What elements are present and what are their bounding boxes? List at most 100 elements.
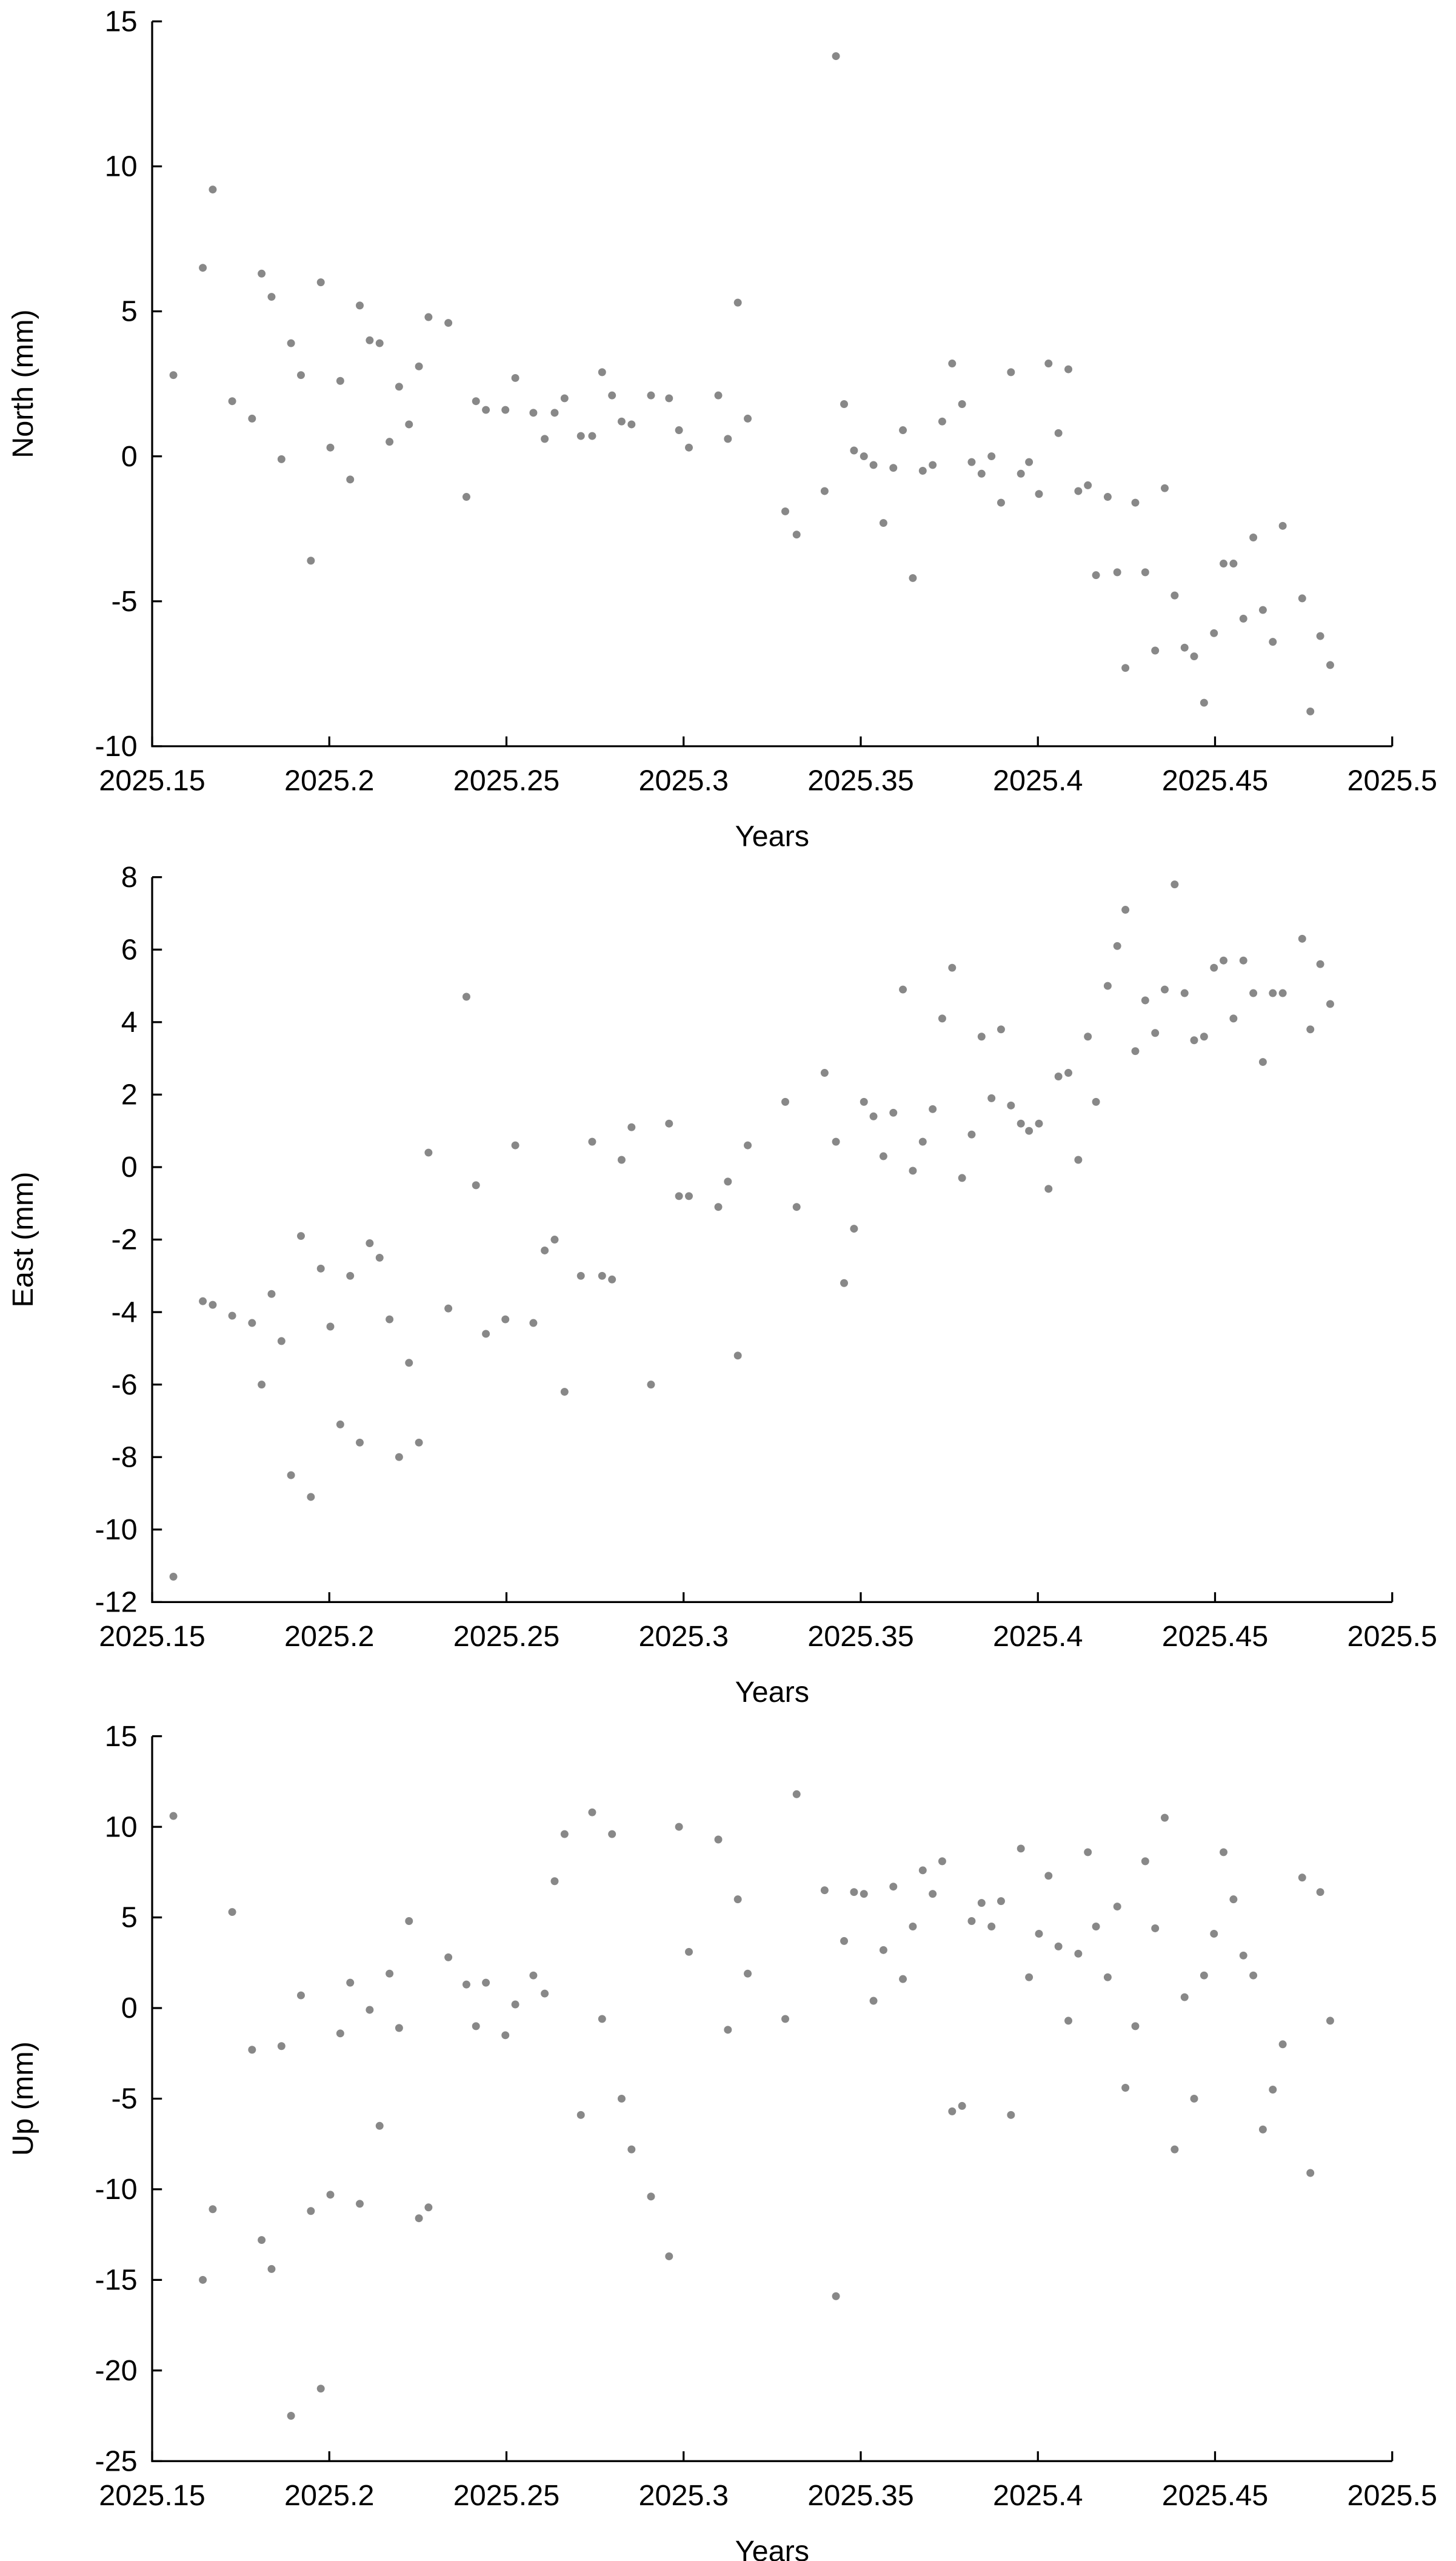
data-point	[860, 1097, 868, 1106]
data-point	[1326, 2017, 1334, 2025]
data-point	[1035, 1929, 1043, 1938]
data-point	[1326, 661, 1334, 669]
y-tick-label: 5	[121, 295, 138, 328]
data-point	[1121, 906, 1130, 914]
data-point	[744, 1141, 752, 1150]
data-point	[929, 461, 937, 469]
data-point	[375, 1253, 384, 1262]
data-point	[1141, 568, 1149, 577]
data-point	[1141, 996, 1149, 1005]
data-point	[617, 1156, 626, 1164]
data-point	[744, 414, 752, 423]
data-point	[576, 432, 585, 440]
data-point	[850, 446, 858, 455]
data-point	[850, 1888, 858, 1896]
data-point	[977, 1033, 986, 1041]
data-point	[1306, 2169, 1315, 2177]
data-point	[462, 1980, 470, 1989]
data-point	[879, 1946, 887, 1954]
data-point	[832, 52, 840, 61]
data-point	[1025, 1127, 1034, 1135]
y-tick-label: -2	[112, 1224, 138, 1256]
data-point	[899, 426, 907, 435]
data-point	[297, 371, 305, 380]
data-point	[840, 1279, 849, 1287]
y-tick-label: -6	[112, 1368, 138, 1401]
data-point	[627, 1123, 636, 1131]
x-tick-label: 2025.45	[1162, 1620, 1269, 1653]
data-point	[1103, 1973, 1112, 1981]
x-tick-label: 2025.35	[807, 2479, 914, 2512]
data-point	[909, 574, 917, 582]
y-tick-label: 0	[121, 1992, 138, 2024]
data-point	[209, 2205, 217, 2214]
data-point	[415, 1438, 423, 1447]
data-point	[1007, 2111, 1015, 2119]
x-tick-label: 2025.35	[807, 765, 914, 797]
data-point	[472, 397, 480, 406]
data-point	[529, 1971, 538, 1980]
x-tick-label: 2025.2	[284, 765, 375, 797]
data-point	[733, 298, 742, 307]
x-tick-label: 2025.15	[99, 765, 205, 797]
data-point	[724, 2026, 732, 2034]
data-point	[482, 1978, 490, 1987]
data-point	[1258, 606, 1267, 614]
data-point	[1269, 2086, 1277, 2094]
data-point	[1210, 629, 1218, 637]
data-point	[647, 1381, 655, 1389]
data-point	[1151, 1029, 1160, 1037]
data-point	[1210, 1929, 1218, 1938]
data-point	[248, 1319, 256, 1327]
data-point	[733, 1895, 742, 1904]
data-point	[1180, 643, 1189, 652]
data-point	[560, 1388, 569, 1396]
y-tick-label: -5	[112, 2083, 138, 2115]
data-point	[287, 1471, 295, 1479]
data-point	[1278, 521, 1287, 530]
data-point	[1239, 614, 1247, 623]
data-point	[541, 1989, 549, 1998]
x-tick-label: 2025.4	[993, 765, 1083, 797]
data-point	[987, 452, 996, 461]
data-point	[228, 397, 236, 406]
data-point	[860, 452, 868, 461]
data-point	[675, 1192, 683, 1200]
y-tick-label: -4	[112, 1296, 138, 1328]
data-point	[1239, 1951, 1247, 1960]
data-point	[1007, 368, 1015, 377]
data-point	[598, 2015, 606, 2023]
data-point	[997, 1025, 1005, 1034]
data-point	[258, 269, 266, 278]
data-point	[840, 1937, 849, 1945]
data-point	[169, 371, 178, 380]
data-point	[665, 2252, 673, 2260]
y-tick-label: 15	[105, 5, 138, 38]
data-point	[1326, 1000, 1334, 1008]
data-point	[267, 2265, 276, 2273]
x-axis-label: Years	[735, 2535, 809, 2561]
data-point	[627, 2145, 636, 2154]
data-point	[462, 993, 470, 1001]
data-point	[424, 1148, 433, 1157]
data-point	[820, 1886, 829, 1895]
y-tick-label: -20	[95, 2354, 138, 2387]
data-point	[608, 391, 616, 400]
data-point	[1084, 481, 1092, 489]
data-point	[336, 1420, 344, 1428]
x-tick-label: 2025.45	[1162, 2479, 1269, 2512]
x-tick-label: 2025.2	[284, 1620, 375, 1653]
data-point	[1064, 365, 1072, 373]
data-point	[336, 377, 344, 385]
data-point	[550, 1877, 559, 1886]
data-point	[326, 2191, 335, 2199]
data-point	[617, 2094, 626, 2103]
data-point	[598, 368, 606, 377]
y-axis-label: North (mm)	[7, 309, 39, 458]
data-point	[1278, 2040, 1287, 2049]
data-point	[1025, 458, 1034, 466]
data-point	[395, 383, 403, 391]
data-point	[929, 1105, 937, 1113]
data-point	[1103, 493, 1112, 501]
